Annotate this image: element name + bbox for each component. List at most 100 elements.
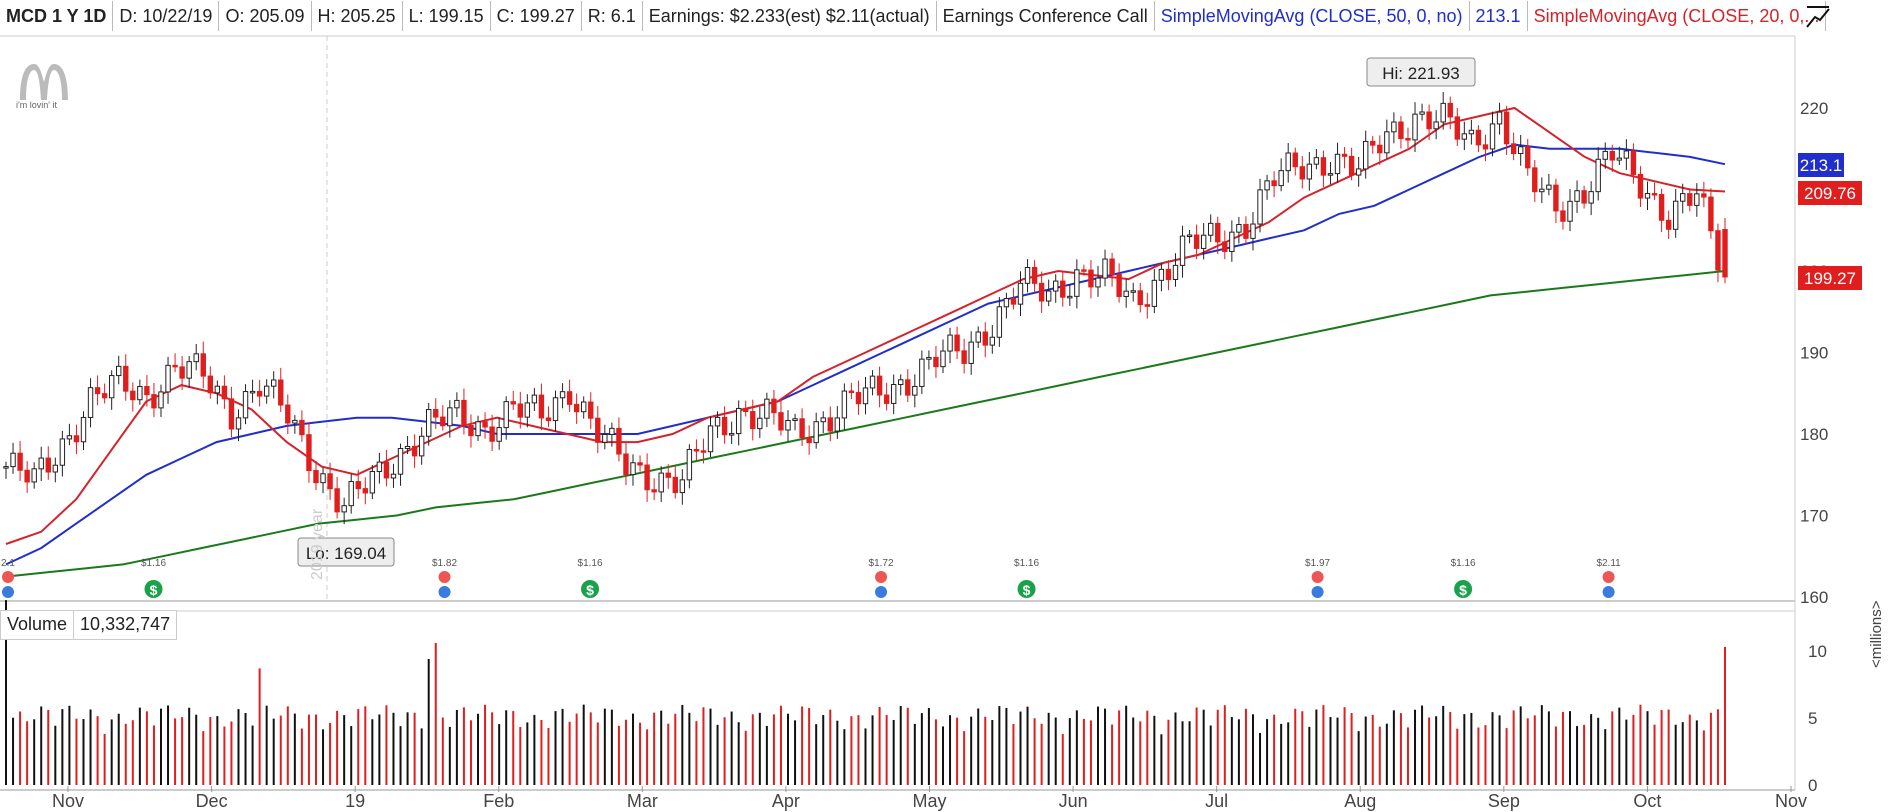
volume-bar — [913, 723, 916, 785]
candle-body — [757, 417, 763, 430]
volume-bar — [941, 726, 944, 785]
sma50-path — [5, 143, 1726, 566]
volume-bar — [512, 711, 515, 785]
volume-bar — [808, 707, 811, 785]
candle-body — [3, 466, 9, 469]
low-label: L: 199.15 — [403, 1, 491, 31]
volume-bar — [603, 708, 606, 785]
volume-bar — [314, 714, 317, 785]
candle-body — [362, 488, 368, 494]
candle-body — [482, 421, 488, 428]
volume-bar — [1611, 711, 1614, 785]
volume-bar — [89, 709, 92, 785]
volume-bar — [230, 721, 233, 785]
candle-body — [1722, 229, 1728, 278]
candle-body — [1384, 131, 1390, 154]
volume-bar — [1442, 705, 1445, 785]
candle-body — [299, 419, 305, 436]
volume-bar — [1364, 716, 1367, 785]
volume-bar — [716, 724, 719, 785]
candle-body — [1243, 223, 1249, 239]
sma20-study-label[interactable]: SimpleMovingAvg (CLOSE, 20, 0,... — [1528, 1, 1827, 31]
candle-body — [750, 411, 756, 430]
candle-body — [256, 390, 263, 397]
volume-bar — [1604, 729, 1607, 785]
candle-body — [376, 461, 383, 473]
volume-bar — [1132, 717, 1135, 785]
candle-body — [1003, 298, 1010, 308]
volume-bar — [174, 718, 177, 785]
volume-bar — [1435, 716, 1438, 785]
volume-bar — [68, 705, 71, 785]
volume-bar — [82, 719, 85, 785]
volume-bar — [765, 725, 768, 785]
dividend-icon — [1017, 580, 1036, 598]
candle-body — [503, 401, 509, 429]
symbol-label[interactable]: MCD 1 Y 1D — [0, 1, 114, 31]
candle-body — [1398, 121, 1404, 140]
candle-body — [982, 331, 988, 346]
candle-body — [743, 407, 749, 413]
sma20-path — [5, 106, 1726, 545]
candle-body — [566, 391, 573, 405]
volume-bar — [1449, 711, 1452, 785]
sma50-study-value: 213.1 — [1470, 1, 1528, 31]
volume-bar — [1012, 723, 1015, 785]
candle-body — [898, 379, 904, 386]
volume-bar — [801, 706, 804, 785]
volume-bar — [787, 713, 790, 785]
candle-body — [848, 390, 855, 394]
candle-body — [1053, 280, 1059, 292]
candle-body — [841, 390, 848, 419]
candle-body — [961, 350, 967, 364]
drawing-tool-icon[interactable] — [1800, 2, 1836, 32]
x-tick-label: May — [912, 791, 946, 811]
candle-body — [940, 350, 946, 368]
candle-body — [595, 417, 601, 443]
candle-body — [1489, 123, 1496, 150]
conference-call-icon — [1602, 586, 1615, 598]
volume-bar — [181, 717, 184, 785]
volume-bar — [75, 718, 78, 785]
volume-bar — [547, 728, 550, 785]
volume-bar — [448, 726, 451, 785]
volume-bar — [1026, 706, 1029, 785]
volume-y-axis: 0 5 10 — [1808, 642, 1827, 795]
dividend-symbol: $ — [586, 582, 594, 598]
volume-bar — [899, 706, 902, 785]
volume-bar — [610, 709, 613, 785]
candle-body — [1348, 155, 1355, 176]
candle-body — [735, 407, 742, 435]
volume-bar — [519, 727, 522, 785]
volume-bar — [949, 715, 952, 785]
volume-bar — [1019, 711, 1022, 785]
conference-call-label: Earnings Conference Call — [937, 1, 1155, 31]
candle-body — [1658, 194, 1665, 221]
candle-body — [912, 385, 918, 396]
candle-body — [1229, 231, 1235, 252]
candle-body — [1088, 269, 1094, 288]
volume-bar — [1082, 718, 1085, 785]
volume-bar — [1350, 712, 1353, 785]
volume-bar — [1653, 724, 1656, 785]
volume-bar — [103, 733, 106, 785]
volume-bar — [1139, 721, 1142, 785]
volume-bar — [1681, 722, 1684, 785]
candle-body — [1412, 113, 1418, 141]
candle-body — [108, 375, 115, 399]
sma50-study-label[interactable]: SimpleMovingAvg (CLOSE, 50, 0, no) — [1155, 1, 1470, 31]
sma20-badge: 209.76 — [1798, 181, 1862, 205]
x-tick-label: Dec — [196, 791, 228, 811]
volume-bar — [1153, 715, 1156, 785]
volume-bar — [864, 728, 867, 785]
volume-bar — [794, 720, 797, 785]
event-markers[interactable]: 2.1 $1.16 $ $1.82 $1.16 $ $1.72 $1.16 $ $1.97 $1.1… — [1, 558, 1621, 598]
volume-bar — [300, 728, 303, 785]
volume-bar — [906, 707, 909, 785]
volume-bar — [1561, 711, 1564, 785]
volume-bar — [1618, 707, 1621, 785]
candle-body — [468, 425, 474, 437]
candle-body — [580, 401, 587, 413]
candle-body — [1426, 111, 1432, 130]
